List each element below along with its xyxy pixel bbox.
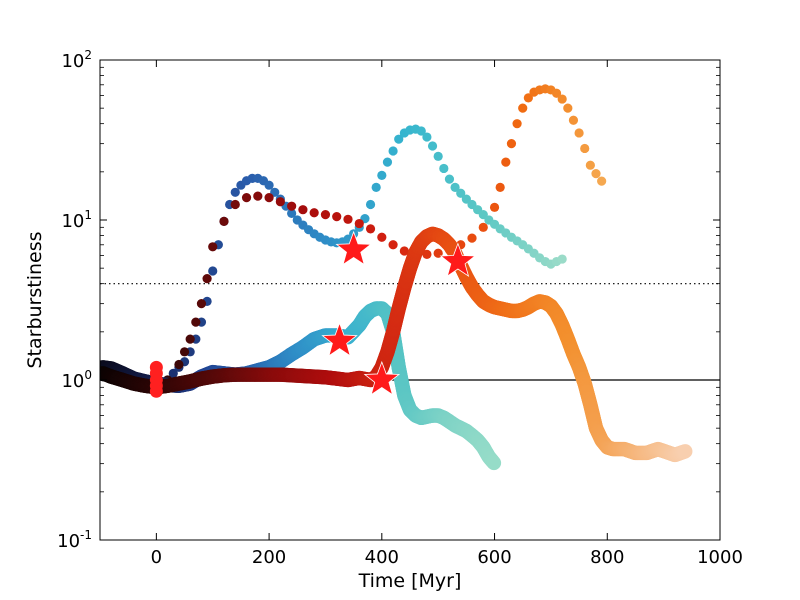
plot-frame [99,59,721,541]
blue-sparse-point [444,174,455,184]
y-tick-label: 101 [61,208,92,232]
blue-sparse-point [416,126,426,136]
orange-sparse-point [191,317,201,327]
orange-sparse-point [241,193,252,203]
blue-sparse-point [371,182,381,192]
start-markers-point [149,360,163,374]
orange-sparse-point [320,210,331,220]
star-orange-sparse [439,242,477,278]
orange-sparse-point [202,274,212,284]
orange-dense-point [678,444,693,459]
orange-sparse-point [185,334,195,344]
orange-sparse-point [208,242,218,252]
orange-sparse-point [179,347,190,357]
orange-sparse-point [230,199,240,210]
series-start-markers [149,360,163,398]
y-tick-label: 10-1 [57,528,92,552]
axis-ticks: 0 200 400 600 800 1000 10-1 100 101 102 [57,48,743,568]
blue-sparse-point [439,163,449,174]
blue-sparse-point [264,180,274,190]
orange-sparse-point [551,88,562,98]
blue-sparse-point [377,170,387,180]
orange-sparse-point [253,191,263,201]
y-tick-label: 102 [61,48,92,72]
orange-sparse-point [568,115,579,125]
blue-sparse-point [456,188,466,198]
blue-sparse-point [287,208,297,218]
x-axis-label: Time [Myr] [358,570,462,592]
orange-sparse-point [467,233,477,243]
blue-sparse-point [422,132,432,142]
orange-sparse-point [557,94,567,104]
y-tick-label: 100 [61,368,92,392]
orange-sparse-point [523,93,533,103]
orange-sparse-point [298,205,308,215]
series-orange-sparse [100,84,607,392]
orange-sparse-point [332,212,342,222]
orange-sparse-point [489,202,500,212]
x-tick-label: 0 [151,547,162,568]
orange-sparse-point [377,232,387,242]
x-tick-label: 600 [477,547,511,568]
orange-sparse-point [174,359,184,370]
data-series [100,84,693,471]
orange-sparse-point [580,143,590,154]
orange-sparse-point [506,139,517,149]
blue-sparse-point [365,199,376,210]
orange-sparse-point [574,128,584,138]
orange-sparse-point [399,246,409,256]
blue-sparse-point [557,254,567,264]
blue-sparse-point [433,151,443,161]
series-orange-dense [100,226,693,463]
x-tick-label: 400 [365,547,399,568]
blue-sparse-point [388,146,398,156]
star-blue-dense [321,321,358,357]
blue-sparse-point [168,368,178,378]
orange-sparse-point [433,248,443,258]
orange-sparse-point [196,299,207,309]
star-markers [321,230,477,396]
orange-sparse-point [343,214,353,224]
orange-sparse-point [309,208,319,218]
orange-sparse-point [591,168,601,179]
star-orange-dense [363,360,401,396]
orange-sparse-point [563,103,573,113]
orange-sparse-point [512,119,522,129]
blue-sparse-point [230,187,240,197]
blue-sparse-point [394,134,404,144]
x-tick-label: 200 [252,547,286,568]
blue-sparse-point [382,157,393,167]
orange-sparse-point [287,201,297,211]
orange-sparse-point [365,224,376,234]
y-axis-label: Starburstiness [24,231,46,368]
orange-sparse-point [501,157,511,167]
blue-sparse-point [427,141,438,151]
x-tick-label: 800 [590,547,624,568]
orange-sparse-point [422,249,432,259]
x-tick-label: 1000 [697,547,743,568]
blue-dense-point [486,455,502,471]
orange-sparse-point [478,222,488,232]
orange-sparse-point [354,218,364,229]
orange-sparse-point [518,103,528,113]
orange-sparse-point [264,193,274,203]
star-blue-sparse [335,230,372,266]
orange-sparse-point [495,182,505,192]
blue-sparse-point [208,266,218,276]
blue-sparse-point [450,182,460,192]
orange-sparse-point [585,160,595,170]
orange-sparse-point [597,176,607,186]
orange-sparse-point [219,216,229,226]
orange-sparse-point [275,197,285,207]
orange-sparse-point [388,240,398,250]
